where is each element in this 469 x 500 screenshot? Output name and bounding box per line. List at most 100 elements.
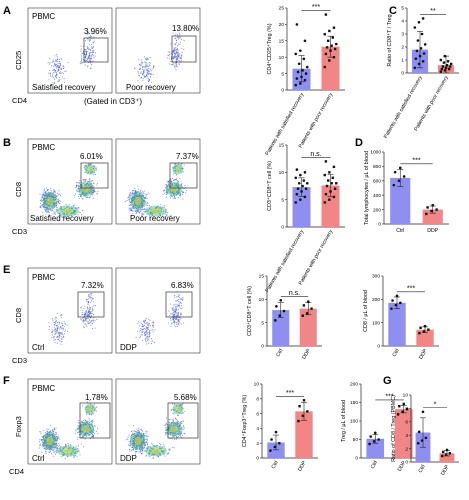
panel-letter-e: E [3,264,10,276]
data-point [325,184,329,188]
data-point [422,52,426,55]
flow-dots-b1 [39,162,99,219]
y-tick-label: 50 [353,437,359,443]
data-point [431,204,434,207]
data-point [392,183,396,187]
y-axis-title: CD4⁺CD25⁺Treg (%) [267,23,273,74]
data-point [304,187,308,191]
data-point [333,187,337,190]
data-point [417,62,421,66]
category-label: Ctrl [396,228,404,234]
data-point [305,312,309,315]
gate-pct-f2: 5.68% [174,393,197,402]
data-point [401,410,404,413]
y-tick-label: 10 [254,382,260,388]
category-label: Ctrl [270,460,279,470]
data-point [282,309,286,313]
data-point [299,49,302,52]
data-point [413,66,417,70]
data-point [300,75,303,79]
data-point [295,192,299,196]
data-point [439,70,443,73]
y-tick-label: 2 [401,45,404,51]
y-tick-label: 15 [279,143,285,149]
y-tick-label: 6 [256,411,259,417]
data-point [368,442,371,446]
bar [267,442,285,458]
data-point [297,181,301,185]
gate-pct-f1: 1.78% [85,393,108,402]
y-tick-label: 1000 [370,150,381,156]
y-axis-title: Treg / μL of blood [341,400,347,442]
gate-box-e1 [77,291,105,318]
data-point [305,65,309,69]
y-tick-label: 0 [405,460,408,466]
gate-box-a1 [83,37,109,63]
flow-x-axis-a: CD4 [12,96,27,105]
data-point [441,454,444,458]
group-label-b1: Satisfied recovery [30,214,94,223]
data-point [395,294,399,298]
y-axis-title: CD4⁺Foxp3⁺Treg (%) [242,395,248,447]
data-point [324,193,328,196]
flow-dots-a2 [134,32,185,84]
data-point [323,173,326,177]
data-point [402,402,405,406]
data-point [332,56,336,59]
data-point [302,399,306,402]
flow-dots-b2 [124,162,187,219]
data-point [270,438,273,441]
y-tick-label: 0 [355,456,358,462]
data-point [446,60,450,63]
data-point [444,66,448,69]
significance-label: ** [430,8,436,15]
flow-x-axis-f: CD4 [9,467,24,476]
data-point [324,160,328,163]
gate-pct-a1: 3.96% [84,27,107,36]
panel-letter-g: G [383,375,392,387]
data-point [373,431,377,435]
y-tick-label: 100 [372,320,380,326]
y-tick-label: 5 [281,197,284,203]
data-point [294,52,298,56]
data-point [448,452,452,455]
bar [388,302,406,346]
data-point [273,445,277,449]
data-point [310,307,313,310]
bar-chart-e2: 0 100 200 300 CD8 / μL of blood Ctrl DDP *** [363,274,439,360]
flow-y-axis-a: CD25 [14,51,23,70]
significance-label: n.s. [289,290,300,297]
gate-pct-b1: 6.01% [80,152,103,161]
flow-plot-b1: PBMC 6.01% Satisfied recovery [27,138,113,225]
y-axis-title: Ratio of CD8 / Treg (PBMC) [391,395,397,462]
data-point [326,179,330,182]
flow-y-axis-b: CD8 [14,182,23,197]
flow-plot-f2: 5.68% DDP [115,378,201,465]
significance-label: *** [312,4,320,11]
data-point [372,440,376,443]
data-point [423,324,427,328]
data-point [329,49,332,52]
y-tick-label: 5 [261,320,264,326]
data-point [421,17,425,20]
data-point [418,331,421,335]
data-point [413,26,417,29]
bar [416,329,434,346]
group-label-a1: Satisfied recovery [32,83,96,92]
y-tick-label: 4 [401,19,404,25]
data-point [423,43,427,46]
data-point [444,453,448,456]
data-point [302,304,306,307]
data-point [323,33,326,36]
flow-y-axis-f: Foxp3 [14,416,23,437]
data-point [294,176,298,180]
y-tick-label: 10 [279,170,285,176]
data-point [273,319,277,322]
data-point [397,179,401,183]
bar [394,409,413,458]
data-point [323,201,326,204]
